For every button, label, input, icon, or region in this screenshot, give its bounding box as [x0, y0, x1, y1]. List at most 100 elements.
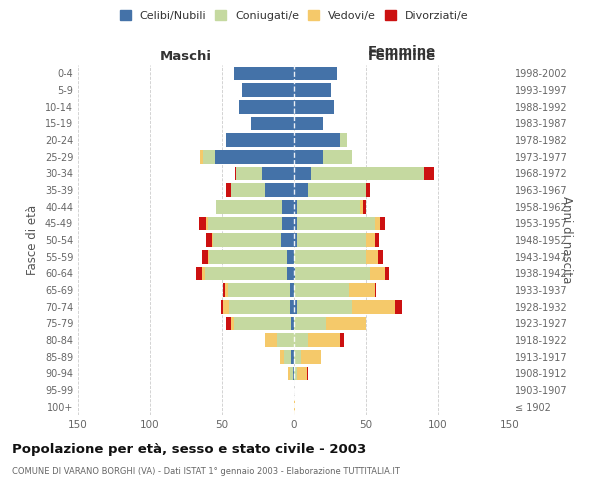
Bar [281, 233, 294, 247]
Bar [297, 216, 374, 230]
Bar [242, 83, 294, 97]
Bar [293, 366, 294, 380]
Bar [366, 183, 370, 197]
Bar [374, 233, 379, 247]
Bar [294, 233, 297, 247]
Bar [277, 333, 294, 347]
Bar [212, 233, 214, 247]
Bar [326, 316, 366, 330]
Bar [205, 266, 287, 280]
Bar [223, 283, 225, 297]
Bar [311, 166, 424, 180]
Bar [202, 266, 205, 280]
Bar [294, 116, 323, 130]
Bar [366, 250, 377, 264]
Bar [200, 150, 203, 164]
Bar [226, 316, 230, 330]
Bar [208, 250, 209, 264]
Text: COMUNE DI VARANO BORGHI (VA) - Dati ISTAT 1° gennaio 2003 - Elaborazione TUTTITA: COMUNE DI VARANO BORGHI (VA) - Dati ISTA… [12, 468, 400, 476]
Text: Maschi: Maschi [160, 50, 212, 62]
Bar [221, 300, 223, 314]
Bar [366, 233, 374, 247]
Bar [228, 283, 290, 297]
Y-axis label: Fasce di età: Fasce di età [26, 205, 39, 275]
Bar [377, 250, 383, 264]
Bar [395, 300, 402, 314]
Bar [283, 216, 294, 230]
Bar [294, 183, 308, 197]
Bar [291, 316, 294, 330]
Bar [360, 200, 363, 213]
Bar [233, 66, 294, 80]
Bar [226, 183, 230, 197]
Bar [287, 250, 294, 264]
Bar [202, 250, 208, 264]
Bar [287, 266, 294, 280]
Bar [294, 133, 340, 147]
Bar [380, 216, 385, 230]
Bar [294, 83, 331, 97]
Bar [225, 283, 228, 297]
Bar [214, 233, 281, 247]
Bar [262, 166, 294, 180]
Bar [294, 366, 297, 380]
Legend: Celibi/Nubili, Coniugati/e, Vedovi/e, Divorziati/e: Celibi/Nubili, Coniugati/e, Vedovi/e, Di… [118, 8, 470, 23]
Bar [229, 300, 290, 314]
Bar [308, 333, 340, 347]
Bar [233, 316, 291, 330]
Bar [294, 250, 366, 264]
Bar [235, 166, 236, 180]
Bar [294, 166, 311, 180]
Bar [294, 400, 295, 413]
Bar [297, 366, 307, 380]
Bar [290, 283, 294, 297]
Bar [284, 350, 291, 364]
Text: Popolazione per età, sesso e stato civile - 2003: Popolazione per età, sesso e stato civil… [12, 442, 366, 456]
Bar [301, 350, 322, 364]
Bar [295, 266, 370, 280]
Bar [340, 133, 347, 147]
Bar [230, 316, 233, 330]
Bar [307, 366, 308, 380]
Bar [203, 150, 215, 164]
Bar [251, 116, 294, 130]
Bar [290, 366, 293, 380]
Bar [283, 200, 294, 213]
Text: Femmine: Femmine [368, 45, 436, 58]
Bar [206, 233, 212, 247]
Bar [291, 350, 294, 364]
Bar [199, 216, 206, 230]
Bar [206, 216, 208, 230]
Bar [215, 150, 294, 164]
Bar [223, 300, 229, 314]
Bar [230, 183, 265, 197]
Bar [294, 283, 349, 297]
Bar [297, 300, 352, 314]
Bar [294, 100, 334, 114]
Bar [265, 333, 277, 347]
Y-axis label: Anni di nascita: Anni di nascita [560, 196, 573, 284]
Bar [294, 350, 301, 364]
Bar [196, 266, 202, 280]
Text: Femmine: Femmine [368, 50, 436, 62]
Bar [370, 266, 385, 280]
Bar [352, 300, 395, 314]
Bar [294, 333, 308, 347]
Bar [294, 200, 297, 213]
Bar [239, 100, 294, 114]
Bar [349, 283, 374, 297]
Bar [288, 366, 290, 380]
Bar [294, 266, 295, 280]
Bar [363, 200, 366, 213]
Bar [209, 250, 287, 264]
Bar [374, 216, 380, 230]
Bar [294, 216, 297, 230]
Bar [323, 150, 352, 164]
Bar [424, 166, 434, 180]
Bar [236, 166, 262, 180]
Bar [226, 133, 294, 147]
Bar [297, 233, 366, 247]
Bar [294, 66, 337, 80]
Bar [294, 316, 326, 330]
Bar [374, 283, 376, 297]
